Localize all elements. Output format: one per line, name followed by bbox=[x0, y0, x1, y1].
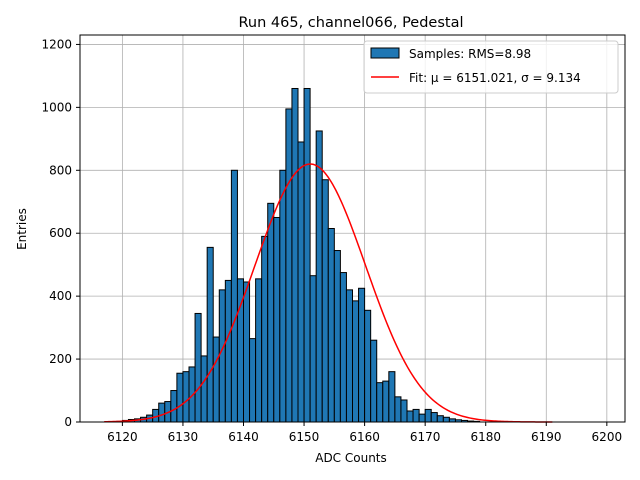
y-axis-ticks: 0 200 400 600 800 1000 1200 bbox=[41, 37, 80, 429]
fit-curve bbox=[104, 163, 553, 423]
legend-box bbox=[363, 40, 619, 94]
histogram-bar bbox=[430, 412, 438, 423]
histogram-bar bbox=[249, 338, 257, 423]
y-tick-label: 600 bbox=[49, 226, 72, 240]
histogram-bar bbox=[358, 287, 366, 423]
histogram-bar bbox=[376, 382, 384, 423]
plot-frame bbox=[79, 34, 626, 423]
histogram-bar bbox=[436, 415, 444, 423]
histogram-bar bbox=[261, 235, 269, 423]
x-tick-label: 6120 bbox=[107, 430, 138, 444]
histogram-bar bbox=[327, 228, 335, 423]
histogram-bar bbox=[182, 371, 190, 423]
histogram-bar bbox=[424, 408, 432, 423]
y-axis-label: Entries bbox=[15, 208, 29, 250]
histogram-bar bbox=[218, 289, 226, 423]
histogram-bar bbox=[303, 87, 311, 423]
histogram-bar bbox=[297, 141, 305, 423]
histogram-bar bbox=[412, 408, 420, 423]
histogram-bar bbox=[309, 275, 317, 423]
legend-histogram-label: Samples: RMS=8.98 bbox=[409, 47, 531, 61]
y-tick-label: 0 bbox=[64, 415, 72, 429]
histogram-bar bbox=[406, 410, 414, 423]
histogram-bar bbox=[388, 371, 396, 423]
chart-title: Run 465, channel066, Pedestal bbox=[238, 15, 463, 31]
histogram-bar bbox=[352, 300, 360, 423]
histogram-bar bbox=[345, 289, 354, 423]
histogram-bar bbox=[267, 202, 275, 423]
histogram-bar bbox=[400, 399, 408, 423]
histogram-bar bbox=[339, 272, 347, 423]
histogram-bar bbox=[333, 250, 341, 423]
histogram-bar bbox=[206, 246, 214, 423]
histogram-bar bbox=[394, 396, 402, 423]
histogram-bar bbox=[285, 108, 293, 423]
histogram-bar bbox=[176, 372, 184, 423]
histogram-bar bbox=[315, 130, 323, 423]
y-tick-label: 1200 bbox=[41, 37, 72, 51]
histogram-bar bbox=[158, 402, 166, 423]
histogram-bar bbox=[224, 279, 232, 423]
histogram-bar bbox=[170, 390, 178, 423]
x-tick-label: 6200 bbox=[592, 430, 623, 444]
histogram-bar bbox=[279, 169, 287, 423]
legend: Samples: RMS=8.98 Fit: μ = 6151.021, σ =… bbox=[363, 40, 619, 94]
histogram-bar bbox=[230, 169, 238, 423]
histogram-bar bbox=[364, 309, 372, 423]
histogram-bar bbox=[200, 355, 208, 423]
histogram-bar bbox=[370, 339, 378, 423]
y-tick-label: 800 bbox=[49, 163, 72, 177]
x-axis-ticks: 6120 6130 6140 6150 6160 6170 6180 6190 6200 bbox=[107, 422, 622, 444]
histogram-bar bbox=[382, 380, 390, 423]
x-tick-label: 6160 bbox=[349, 430, 380, 444]
histogram-bar bbox=[321, 179, 329, 423]
legend-fit-label: Fit: μ = 6151.021, σ = 9.134 bbox=[409, 71, 581, 85]
x-tick-label: 6180 bbox=[470, 430, 501, 444]
x-tick-label: 6130 bbox=[168, 430, 199, 444]
y-tick-label: 400 bbox=[49, 289, 72, 303]
histogram-bar bbox=[291, 87, 299, 423]
x-tick-label: 6150 bbox=[289, 430, 320, 444]
x-axis-label: ADC Counts bbox=[315, 451, 387, 465]
histogram-bar bbox=[255, 278, 263, 423]
histogram-bar bbox=[442, 416, 450, 423]
y-tick-label: 1000 bbox=[41, 100, 72, 114]
x-tick-label: 6140 bbox=[228, 430, 259, 444]
x-tick-label: 6190 bbox=[531, 430, 562, 444]
x-tick-label: 6170 bbox=[410, 430, 441, 444]
y-tick-label: 200 bbox=[49, 352, 72, 366]
histogram-bar bbox=[194, 312, 202, 423]
histogram-bar bbox=[243, 281, 251, 423]
legend-histogram-swatch bbox=[370, 47, 400, 59]
histogram-bar bbox=[418, 413, 426, 423]
histogram-bar bbox=[273, 216, 281, 423]
histogram-bar bbox=[212, 336, 220, 423]
